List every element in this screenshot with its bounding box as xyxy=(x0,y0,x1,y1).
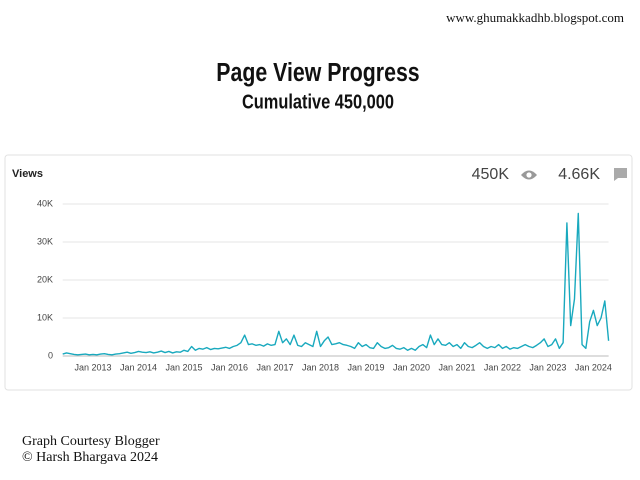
site-url: www.ghumakkadhb.blogspot.com xyxy=(446,10,624,25)
data-line xyxy=(62,212,610,356)
x-tick-label: Jan 2022 xyxy=(484,362,521,372)
x-tick-label: Jan 2013 xyxy=(75,362,112,372)
x-tick-label: Jan 2018 xyxy=(302,362,339,372)
card-label: Views xyxy=(12,168,43,180)
plot: 0 10K 20K 30K 40K Jan 2013 Jan 2014 Jan 2015 Jan… xyxy=(37,198,612,372)
x-tick-label: Jan 2020 xyxy=(393,362,430,372)
comments-total: 4.66K xyxy=(558,166,600,183)
credit-line: Graph Courtesy Blogger xyxy=(22,434,160,449)
y-tick-label: 10K xyxy=(37,312,53,322)
eye-icon xyxy=(521,170,537,180)
chart-subtitle: Cumulative 450,000 xyxy=(242,90,394,113)
chart-title: Page View Progress xyxy=(216,58,419,88)
comment-icon xyxy=(614,168,627,181)
views-total: 450K xyxy=(472,166,510,183)
x-tick-label: Jan 2016 xyxy=(211,362,248,372)
x-tick-label: Jan 2023 xyxy=(529,362,566,372)
x-tick-label: Jan 2024 xyxy=(575,362,612,372)
card xyxy=(4,154,633,391)
y-tick-label: 40K xyxy=(37,198,53,208)
x-tick-label: Jan 2017 xyxy=(256,362,293,372)
credit-line: © Harsh Bhargava 2024 xyxy=(22,450,158,465)
y-tick-label: 20K xyxy=(37,274,53,284)
y-tick-label: 30K xyxy=(37,236,53,246)
y-tick-label: 0 xyxy=(48,350,53,360)
x-tick-label: Jan 2014 xyxy=(120,362,157,372)
x-tick-label: Jan 2019 xyxy=(347,362,384,372)
x-tick-label: Jan 2015 xyxy=(165,362,202,372)
x-tick-label: Jan 2021 xyxy=(438,362,475,372)
